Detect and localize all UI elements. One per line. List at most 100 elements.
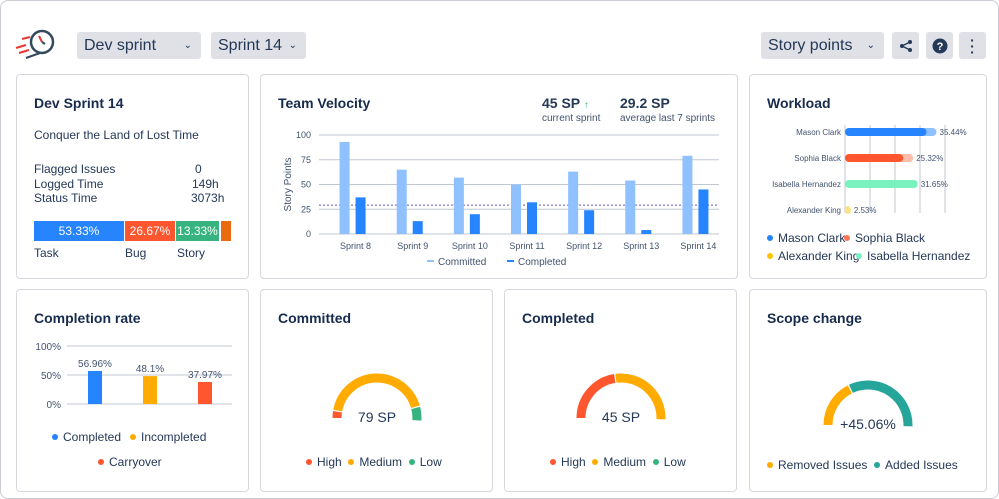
bar-completed: [698, 189, 709, 234]
legend-item[interactable]: Carryover: [98, 455, 162, 469]
data-label: 25.32%: [916, 154, 943, 163]
bar: [845, 206, 851, 214]
card-title: Committed: [278, 310, 352, 326]
x-tick-label: Sprint 8: [340, 241, 371, 251]
workload-card: Workload Mason Clark 35.44% Sophia Black 25…: [749, 74, 987, 279]
legend-dot-icon: [856, 252, 862, 259]
scope-gauge: +45.06%: [823, 380, 913, 432]
legend-item[interactable]: Removed Issues: [767, 458, 867, 472]
board-select[interactable]: Dev sprint ⌄: [77, 32, 201, 59]
breakdown-story[interactable]: 13.33%: [176, 221, 219, 241]
legend-dot-icon: [844, 234, 850, 241]
bar: [845, 154, 904, 162]
chevron-down-icon: ⌄: [183, 40, 192, 51]
bar-committed: [625, 180, 636, 234]
breakdown-other[interactable]: [221, 221, 231, 241]
legend-item[interactable]: Mason Clark: [767, 231, 845, 245]
sprint-goal: Conquer the Land of Lost Time: [34, 128, 199, 142]
legend-item[interactable]: Incompleted: [130, 430, 206, 444]
share-button[interactable]: [892, 32, 919, 59]
breakdown-bug[interactable]: 26.67%: [125, 221, 175, 241]
help-button[interactable]: ?: [926, 32, 953, 59]
legend-item[interactable]: Added Issues: [874, 458, 958, 472]
gauge-value: 79 SP: [358, 409, 396, 425]
bar: [88, 370, 102, 404]
current-velocity: 45 SP: [542, 95, 580, 111]
x-tick-label: Sprint 10: [452, 241, 488, 251]
gauge-value: 45 SP: [602, 409, 640, 425]
legend-dot-icon: [52, 433, 58, 440]
legend-item[interactable]: High: [306, 455, 342, 469]
breakdown-label: Story: [177, 246, 206, 260]
stat-label: Status Time: [34, 191, 98, 205]
legend-item[interactable]: Medium: [348, 455, 402, 469]
legend-item[interactable]: Low: [652, 455, 686, 469]
x-tick-label: Sprint 12: [566, 241, 602, 251]
chevron-down-icon: ⌄: [866, 40, 875, 51]
stat-label: Flagged Issues: [34, 162, 116, 176]
data-label: 56.96%: [78, 359, 112, 370]
y-axis-label: Story Points: [283, 158, 294, 212]
card-title: Scope change: [767, 310, 862, 326]
bar-committed: [568, 171, 579, 234]
workload-chart: Mason Clark 35.44% Sophia Black 25.32% Isabe…: [772, 125, 967, 215]
stopwatch-logo: [15, 29, 55, 59]
gauge-segment-low: [411, 406, 422, 421]
y-tick-label: 100: [296, 130, 311, 140]
bar: [143, 376, 157, 404]
legend-item[interactable]: High: [550, 455, 586, 469]
bar-committed: [511, 184, 521, 234]
arrow-up-icon: ↑: [583, 100, 589, 111]
category-label: Mason Clark: [796, 128, 842, 137]
legend-item[interactable]: Completed: [52, 430, 121, 444]
bar-committed: [453, 177, 464, 234]
breakdown-task[interactable]: 53.33%: [34, 221, 124, 241]
completion-rate-card: Completion rate 0% 50% 100% 56.96% 48.1% 37.9…: [16, 289, 249, 492]
gauge-segment-added-issues: [849, 380, 913, 427]
legend-label: Completed: [518, 257, 566, 268]
sprint-select-value: Sprint 14: [218, 37, 283, 54]
help-icon: ?: [932, 38, 947, 53]
stat-label: Logged Time: [34, 177, 104, 191]
y-tick-label: 100%: [35, 342, 61, 353]
y-tick-label: 50%: [41, 371, 61, 382]
legend-item[interactable]: Isabella Hernandez: [856, 249, 970, 263]
more-icon: · · ·: [970, 31, 975, 60]
bar-committed: [339, 141, 350, 234]
gauge-segment-removed-issues: [823, 385, 853, 426]
legend-item[interactable]: Sophia Black: [844, 231, 925, 245]
bar-completed: [469, 214, 480, 234]
breakdown-label: Task: [34, 246, 59, 260]
card-title: Team Velocity: [278, 95, 371, 111]
gauge-segment-medium: [615, 373, 666, 420]
board-select-value: Dev sprint: [84, 37, 157, 54]
more-button[interactable]: · · ·: [959, 32, 986, 59]
gauge-segment-medium: [333, 373, 420, 412]
breakdown-label: Bug: [125, 246, 147, 260]
svg-text:?: ?: [936, 41, 943, 53]
completion-chart: 0% 50% 100% 56.96% 48.1% 37.97%: [35, 342, 232, 411]
share-icon: [899, 39, 912, 52]
x-tick-label: Sprint 14: [680, 241, 716, 251]
gauge-segment-high: [576, 374, 616, 419]
category-label: Alexander King: [787, 206, 841, 215]
card-title: Completed: [522, 310, 595, 326]
bar: [845, 128, 927, 136]
legend-item[interactable]: Low: [408, 455, 442, 469]
y-tick-label: 75: [301, 155, 311, 165]
sprint-select[interactable]: Sprint 14 ⌄: [211, 32, 306, 59]
current-velocity-label: current sprint: [542, 113, 601, 124]
legend-item[interactable]: Alexander King: [767, 249, 859, 263]
velocity-chart: 0 25 50 75 100 Story Points Sprint 8 Sprint 9 Sp…: [283, 130, 719, 268]
unit-select[interactable]: Story points ⌄: [761, 32, 884, 59]
bar-completed: [355, 197, 366, 234]
legend-item[interactable]: Medium: [592, 455, 646, 469]
completed-card: Completed 45 SP High Medium Low: [504, 289, 737, 492]
legend-dot-icon: [98, 458, 104, 465]
x-tick-label: Sprint 9: [397, 241, 428, 251]
y-tick-label: 25: [301, 204, 311, 214]
stat-value: 0: [195, 162, 202, 176]
category-label: Sophia Black: [794, 154, 842, 163]
data-label: 37.97%: [188, 370, 222, 381]
